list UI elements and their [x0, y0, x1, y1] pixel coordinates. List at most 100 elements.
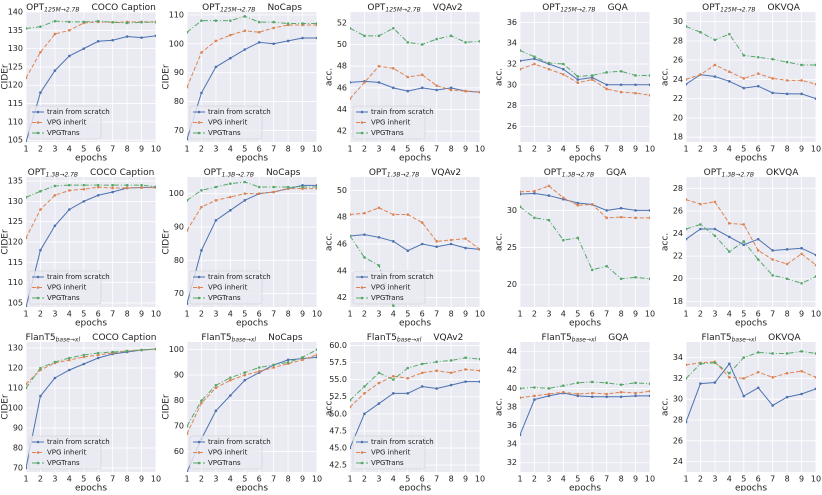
point-marker — [26, 27, 28, 30]
legend-marker — [360, 131, 364, 135]
point-marker — [800, 79, 803, 82]
point-marker — [243, 373, 247, 377]
point-marker — [800, 63, 803, 67]
point-marker — [140, 183, 143, 187]
point-marker — [229, 33, 232, 37]
point-marker — [214, 384, 218, 387]
dataset-name: OKVQA — [768, 333, 801, 343]
point-marker — [634, 91, 637, 95]
dataset-name: VQAv2 — [433, 3, 463, 13]
series-line — [520, 63, 650, 96]
legend-marker — [197, 286, 201, 289]
point-marker — [576, 201, 580, 205]
point-marker — [814, 376, 816, 379]
y-tick-label: 60 — [174, 447, 184, 456]
x-tick-label: 3 — [546, 310, 551, 319]
point-marker — [350, 81, 352, 84]
point-marker — [800, 281, 803, 285]
x-tick-label: 9 — [139, 310, 144, 319]
x-tick-label: 10 — [151, 475, 161, 484]
point-marker — [619, 90, 623, 94]
point-marker — [756, 84, 760, 88]
y-tick-label: 50 — [337, 40, 347, 49]
legend-marker — [197, 275, 201, 279]
point-marker — [406, 75, 410, 79]
x-tick-label: 4 — [67, 475, 72, 484]
point-marker — [272, 190, 275, 194]
point-marker — [111, 190, 114, 194]
point-marker — [742, 240, 746, 243]
point-marker — [713, 361, 717, 365]
plot-background — [686, 12, 816, 142]
dataset-name: COCO Caption — [92, 333, 156, 343]
x-tick-label: 5 — [575, 145, 580, 154]
model-subscript: 1.3B→2.7B — [562, 171, 594, 178]
x-tick-label: 3 — [213, 475, 218, 484]
series-line — [520, 58, 650, 86]
point-marker — [648, 277, 650, 281]
legend-box — [28, 270, 102, 305]
x-tick-label: 10 — [312, 475, 322, 484]
point-marker — [728, 70, 731, 74]
point-marker — [547, 392, 551, 396]
point-marker — [648, 74, 650, 77]
point-marker — [82, 355, 86, 359]
dataset-name: OKVQA — [767, 3, 800, 13]
y-tick-label: 45.0 — [329, 444, 347, 453]
point-marker — [286, 358, 290, 362]
point-marker — [686, 198, 688, 201]
point-marker — [229, 378, 232, 382]
plot-background — [520, 12, 650, 142]
x-axis-label: epochs — [569, 319, 601, 329]
y-tick-label: 26 — [507, 122, 517, 131]
model-subscript: 125M→2.7B — [560, 6, 595, 13]
series-line — [350, 234, 480, 252]
point-marker — [140, 186, 143, 189]
series-group — [520, 184, 650, 281]
point-marker — [68, 189, 71, 192]
point-marker — [315, 185, 317, 189]
point-marker — [82, 183, 86, 187]
x-tick-label: 2 — [362, 475, 367, 484]
point-marker — [420, 43, 424, 46]
model-name: OPT — [544, 168, 563, 178]
x-tick-label: 4 — [391, 145, 396, 154]
point-marker — [562, 384, 565, 387]
point-marker — [68, 20, 71, 24]
point-marker — [39, 189, 42, 193]
x-tick-label: 10 — [475, 475, 485, 484]
legend-label: VPG inherit — [208, 449, 248, 457]
x-tick-label: 1 — [23, 145, 28, 154]
x-axis-label: epochs — [735, 319, 767, 329]
point-marker — [111, 38, 114, 42]
legend-box — [189, 435, 263, 470]
legend-label: train from scratch — [371, 108, 434, 116]
series-line — [26, 20, 156, 29]
legend-box — [189, 270, 263, 305]
model-subscript: 125M→2.7B — [44, 6, 79, 13]
x-tick-label: 6 — [756, 145, 761, 154]
point-marker — [562, 73, 565, 76]
point-marker — [229, 19, 232, 22]
x-tick-label: 6 — [756, 475, 761, 484]
series-group — [187, 348, 317, 472]
point-marker — [187, 432, 189, 436]
x-tick-label: 9 — [633, 475, 638, 484]
x-tick-label: 4 — [228, 310, 233, 319]
point-marker — [111, 186, 114, 190]
x-tick-label: 6 — [96, 310, 101, 319]
x-tick-label: 9 — [633, 310, 638, 319]
y-tick-label: 46 — [337, 83, 347, 92]
point-marker — [406, 366, 410, 370]
point-marker — [547, 67, 551, 71]
subplot: 1 2 3 4 5 6 7 8 9 10 18 20 22 24 26 28 epochs acc. OPT1.3B… — [661, 168, 822, 329]
series-line — [187, 356, 317, 472]
point-marker — [576, 203, 580, 207]
point-marker — [315, 353, 317, 357]
point-marker — [214, 65, 218, 69]
y-tick-label: 25 — [507, 243, 517, 252]
point-marker — [728, 376, 731, 379]
model-name: OPT — [204, 168, 223, 178]
x-tick-label: 10 — [475, 310, 485, 319]
point-marker — [756, 237, 760, 241]
